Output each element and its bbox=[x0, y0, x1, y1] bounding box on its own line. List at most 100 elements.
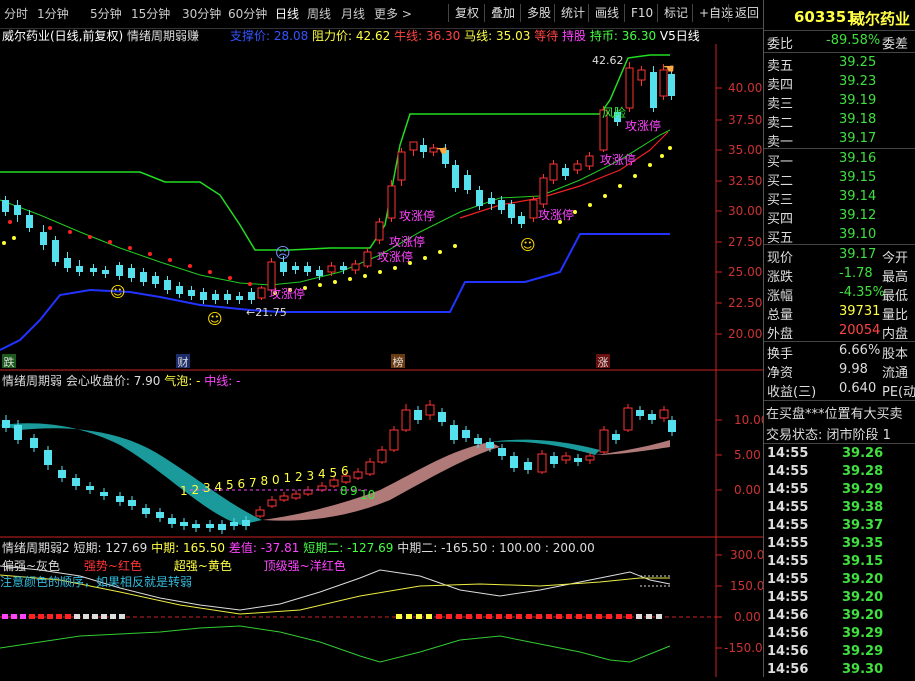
rose-band bbox=[262, 442, 500, 521]
tick-price: 39.29 bbox=[842, 644, 884, 659]
stock-code: 603351 bbox=[794, 8, 857, 26]
strip-cell bbox=[29, 614, 35, 619]
event-marker[interactable]: 财 bbox=[176, 354, 190, 369]
period-tab-1min[interactable]: 1分钟 bbox=[37, 7, 69, 21]
candle-body bbox=[236, 296, 243, 300]
legend-red: 强势~红色 bbox=[83, 559, 142, 573]
sub1-title[interactable]: 情绪周期弱 bbox=[2, 374, 63, 388]
candle-body bbox=[218, 524, 226, 530]
ask-row: 卖三 39.19 bbox=[764, 93, 915, 112]
attack-label: 攻涨停 bbox=[538, 208, 575, 222]
strip-cell bbox=[646, 614, 652, 619]
tick-time: 14:55 bbox=[767, 572, 809, 587]
period-tab-5min[interactable]: 5分钟 bbox=[90, 7, 122, 21]
add-watchlist-button[interactable]: +自选 bbox=[692, 4, 739, 22]
attack-label: 攻涨停 bbox=[600, 153, 637, 167]
weibi-row: 委比 -89.58% 委差 bbox=[767, 33, 909, 52]
tick-row: 14:55 39.20 bbox=[764, 590, 915, 609]
event-marker[interactable]: 榜 bbox=[391, 354, 405, 369]
strip-cell bbox=[11, 614, 17, 619]
sub2-ytick: 150.0 bbox=[730, 579, 765, 593]
back-button[interactable]: 返回 bbox=[728, 4, 765, 22]
candle-body bbox=[425, 404, 435, 416]
candle-body bbox=[30, 438, 38, 448]
frown-icon: ☹ bbox=[275, 244, 291, 262]
candle-body bbox=[267, 261, 276, 291]
legend-cash: 持币: 36.30 bbox=[589, 29, 657, 43]
period-tab-60min[interactable]: 60分钟 bbox=[228, 7, 268, 21]
period-tab-daily[interactable]: 日线 bbox=[275, 7, 300, 21]
tick-time: 14:55 bbox=[767, 464, 809, 479]
strip-cell bbox=[396, 614, 402, 619]
legend-support: 支撑价: 28.08 bbox=[230, 29, 309, 43]
ask-row-label: 卖四 bbox=[767, 78, 794, 93]
sub1-midline: 中线: - bbox=[204, 374, 241, 388]
stat-row-right: 内盘 bbox=[882, 327, 909, 342]
strip-cell bbox=[110, 614, 116, 619]
period-tab-weekly[interactable]: 周线 bbox=[307, 7, 332, 21]
strip-cell bbox=[566, 614, 572, 619]
candle-body bbox=[518, 216, 525, 224]
candle-body bbox=[230, 522, 238, 526]
ask-row-label: 卖三 bbox=[767, 97, 794, 112]
mid-term-line bbox=[0, 574, 670, 615]
stat2-row-value: 6.66% bbox=[839, 343, 881, 358]
stat-row-value: 20054 bbox=[839, 323, 881, 338]
stat-row-value: -1.78 bbox=[839, 266, 873, 281]
mark-button[interactable]: 标记 bbox=[657, 4, 694, 22]
sub2-title[interactable]: 情绪周期弱2 bbox=[2, 541, 70, 555]
adjust-button[interactable]: 复权 bbox=[448, 4, 485, 22]
hand-icon: ☚ bbox=[436, 144, 448, 159]
stock-name: 威尔药业 bbox=[850, 10, 911, 28]
tick-price: 39.20 bbox=[842, 608, 884, 623]
event-marker[interactable]: 跌 bbox=[2, 354, 16, 369]
candle-body bbox=[464, 175, 471, 190]
period-tab-15min[interactable]: 15分钟 bbox=[131, 7, 171, 21]
count-number: 6 bbox=[341, 464, 349, 479]
event-marker[interactable]: 涨 bbox=[596, 354, 610, 369]
ask-row: 卖四 39.23 bbox=[764, 74, 915, 93]
main-ytick: 37.50 bbox=[728, 113, 763, 127]
tick-time: 14:56 bbox=[767, 626, 809, 641]
period-tab-monthly[interactable]: 月线 bbox=[341, 7, 366, 21]
tick-price: 39.20 bbox=[842, 590, 884, 605]
strip-cell bbox=[546, 614, 552, 619]
candle-body bbox=[625, 67, 634, 109]
period-tab-30min[interactable]: 30分钟 bbox=[182, 7, 222, 21]
draw-button[interactable]: 画线 bbox=[588, 4, 625, 22]
candle-body bbox=[64, 258, 71, 268]
candle-body bbox=[316, 270, 323, 276]
period-toolbar: 分时 1分钟 5分钟 15分钟 30分钟 60分钟 日线 周线 月线 更多 > … bbox=[0, 0, 763, 29]
multi-stock-button[interactable]: 多股 bbox=[520, 4, 557, 22]
f10-button[interactable]: F10 bbox=[624, 4, 659, 22]
candle-body bbox=[168, 518, 176, 524]
tick-row: 14:55 39.15 bbox=[764, 554, 915, 573]
candle-body bbox=[401, 409, 411, 431]
stat-row-value: 39731 bbox=[839, 304, 881, 319]
indicator-name[interactable]: 情绪周期弱赚 bbox=[127, 29, 200, 43]
statistics-button[interactable]: 统计 bbox=[554, 4, 591, 22]
tick-price: 39.37 bbox=[842, 518, 884, 533]
candle-body bbox=[180, 522, 188, 526]
main-ytick: 30.00 bbox=[728, 204, 763, 218]
stat-row: 涨跌 -1.78 最高 bbox=[764, 266, 915, 285]
period-tab-more[interactable]: 更多 > bbox=[374, 7, 412, 21]
stat2-row-right: 股本 bbox=[882, 347, 909, 362]
candle-body bbox=[267, 499, 277, 507]
strip-cell bbox=[446, 614, 452, 619]
overlay-button[interactable]: 叠加 bbox=[484, 4, 521, 22]
count-number: 8 bbox=[260, 474, 269, 489]
candle-body bbox=[462, 430, 470, 438]
chart-area[interactable] bbox=[0, 0, 763, 677]
period-tab-minute[interactable]: 分时 bbox=[4, 7, 29, 21]
tick-row: 14:55 39.26 bbox=[764, 446, 915, 465]
strip-cell bbox=[476, 614, 482, 619]
strip-cell bbox=[506, 614, 512, 619]
candle-body bbox=[574, 458, 582, 462]
strip-cell bbox=[406, 614, 412, 619]
candle-body bbox=[14, 425, 22, 440]
candle-body bbox=[128, 500, 136, 506]
candle-body bbox=[44, 450, 52, 465]
candle-body bbox=[561, 455, 571, 461]
candle-body bbox=[550, 456, 558, 464]
